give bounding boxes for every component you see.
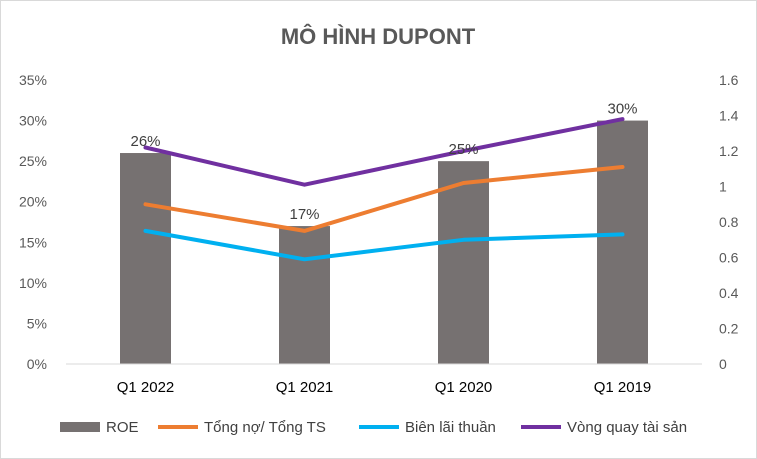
legend-label: Vòng quay tài sản bbox=[567, 419, 687, 436]
left-tick-label: 0% bbox=[27, 356, 47, 372]
roe-bar bbox=[438, 161, 489, 364]
legend-label: Biên lãi thuần bbox=[405, 419, 496, 436]
left-tick-label: 20% bbox=[19, 194, 47, 210]
right-tick-label: 0.6 bbox=[719, 250, 739, 266]
category-label: Q1 2021 bbox=[276, 379, 334, 396]
left-tick-label: 25% bbox=[19, 153, 47, 169]
series-line bbox=[143, 228, 625, 262]
right-tick-label: 0 bbox=[719, 356, 727, 372]
legend: ROE Tổng nợ/ Tổng TS Biên lãi thuần Vòng qu… bbox=[60, 419, 687, 436]
category-label: Q1 2022 bbox=[117, 379, 175, 396]
roe-bar bbox=[120, 153, 171, 364]
line-series bbox=[143, 117, 625, 262]
legend-label: Tổng nợ/ Tổng TS bbox=[204, 419, 326, 436]
right-tick-label: 0.4 bbox=[719, 285, 739, 301]
left-tick-label: 35% bbox=[19, 72, 47, 88]
category-label: Q1 2019 bbox=[594, 379, 652, 396]
right-tick-label: 0.8 bbox=[719, 214, 739, 230]
right-tick-label: 1.4 bbox=[719, 108, 739, 124]
right-axis-ticks: 0 0.2 0.4 0.6 0.8 1 1.2 1.4 1.6 bbox=[719, 72, 739, 372]
left-tick-label: 5% bbox=[27, 315, 47, 331]
category-label: Q1 2020 bbox=[435, 379, 493, 396]
series-line bbox=[143, 165, 625, 233]
left-axis-ticks: 0% 5% 10% 15% 20% 25% 30% 35% bbox=[19, 72, 47, 372]
bar-data-label: 30% bbox=[607, 101, 637, 118]
series-line bbox=[143, 117, 625, 187]
bar-data-label: 26% bbox=[130, 133, 160, 150]
bar-data-label: 25% bbox=[448, 141, 478, 158]
category-labels: Q1 2022 Q1 2021 Q1 2020 Q1 2019 bbox=[117, 379, 652, 396]
right-tick-label: 1.6 bbox=[719, 72, 739, 88]
bar-data-label: 17% bbox=[289, 206, 319, 223]
legend-label-roe: ROE bbox=[106, 419, 139, 436]
roe-bars bbox=[120, 120, 648, 364]
legend-swatch-roe bbox=[60, 422, 100, 432]
right-tick-label: 0.2 bbox=[719, 321, 739, 337]
chart-title: MÔ HÌNH DUPONT bbox=[281, 24, 476, 49]
left-tick-label: 15% bbox=[19, 234, 47, 250]
right-tick-label: 1 bbox=[719, 179, 727, 195]
roe-bar bbox=[279, 226, 330, 364]
left-tick-label: 10% bbox=[19, 275, 47, 291]
right-tick-label: 1.2 bbox=[719, 143, 739, 159]
roe-bar bbox=[597, 120, 648, 364]
left-tick-label: 30% bbox=[19, 113, 47, 129]
bar-data-labels: 26% 17% 25% 30% bbox=[130, 101, 637, 223]
